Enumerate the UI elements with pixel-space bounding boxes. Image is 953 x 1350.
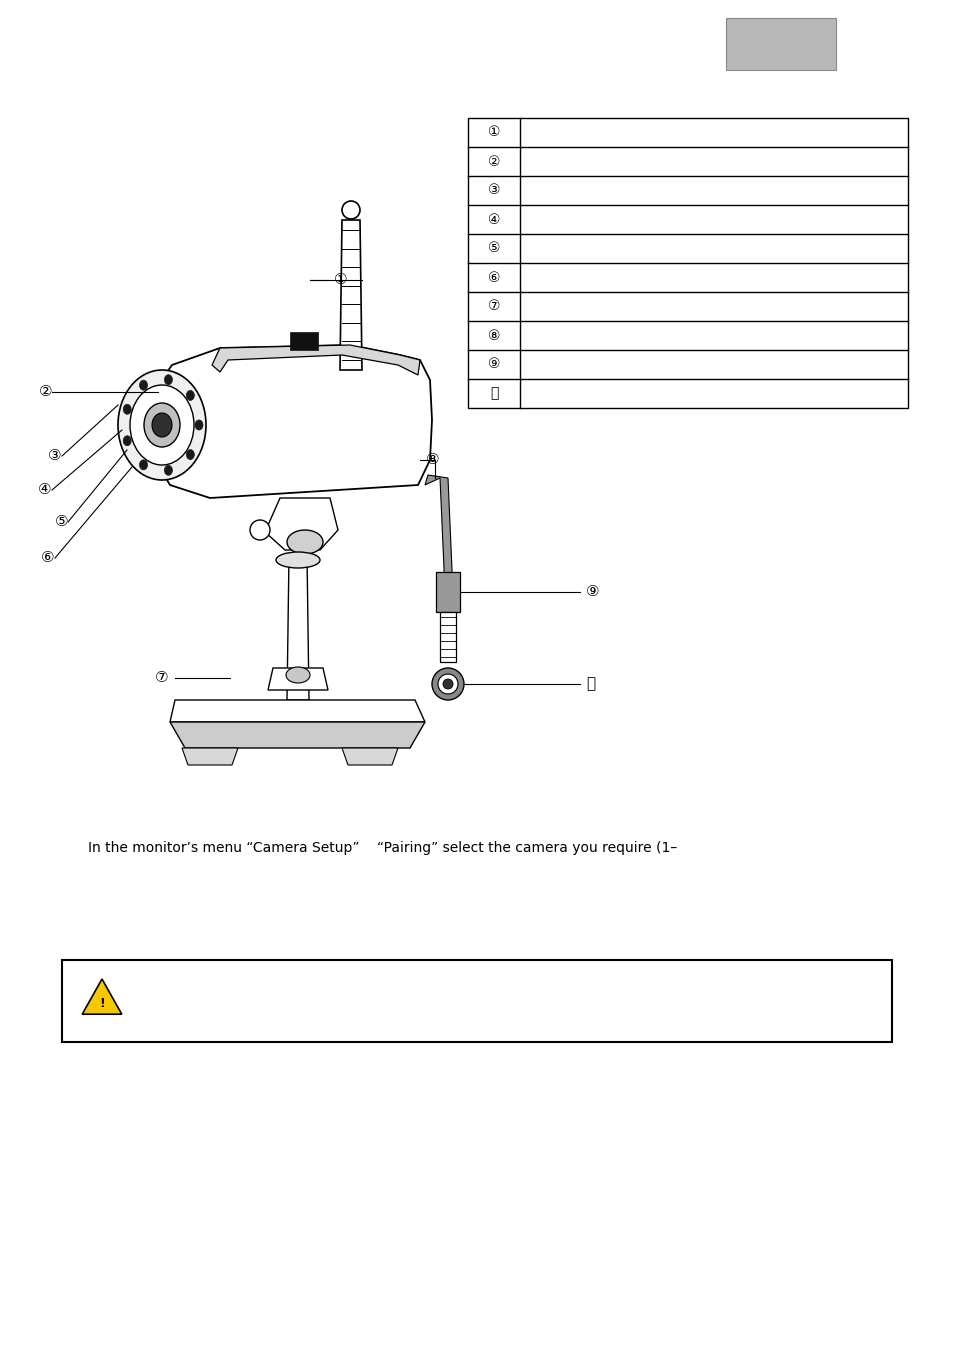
- Text: ⑦: ⑦: [487, 300, 499, 313]
- Polygon shape: [182, 748, 237, 765]
- Bar: [436, 572, 459, 612]
- Polygon shape: [268, 668, 328, 690]
- Polygon shape: [170, 722, 424, 748]
- Text: ⑤: ⑤: [55, 514, 69, 529]
- Text: ⑪: ⑪: [585, 676, 595, 691]
- Ellipse shape: [144, 404, 180, 447]
- Text: ②: ②: [39, 385, 52, 400]
- Ellipse shape: [437, 674, 457, 694]
- Ellipse shape: [118, 370, 206, 481]
- Ellipse shape: [164, 375, 172, 385]
- Text: ②: ②: [487, 154, 499, 169]
- Polygon shape: [339, 220, 361, 370]
- Ellipse shape: [250, 520, 270, 540]
- Text: In the monitor’s menu “Camera Setup”    “Pairing” select the camera you require : In the monitor’s menu “Camera Setup” “Pa…: [88, 841, 677, 855]
- Ellipse shape: [152, 413, 172, 437]
- Ellipse shape: [194, 420, 203, 431]
- Text: ⑧: ⑧: [487, 328, 499, 343]
- Ellipse shape: [164, 466, 172, 475]
- Polygon shape: [287, 555, 309, 701]
- Text: ③: ③: [49, 448, 62, 463]
- Polygon shape: [265, 498, 337, 549]
- Ellipse shape: [287, 531, 323, 554]
- Ellipse shape: [123, 436, 132, 446]
- Ellipse shape: [186, 390, 194, 401]
- Text: ⑦: ⑦: [154, 671, 168, 686]
- Text: ⑧: ⑧: [426, 452, 439, 467]
- Bar: [725, 18, 835, 70]
- Ellipse shape: [275, 552, 319, 568]
- Text: ⑥: ⑥: [41, 551, 54, 566]
- Bar: [468, 117, 907, 408]
- Text: ①: ①: [334, 273, 347, 288]
- Bar: [439, 612, 456, 662]
- Polygon shape: [424, 475, 452, 630]
- Bar: [62, 960, 891, 1042]
- Text: ⑪: ⑪: [489, 386, 497, 401]
- Text: ⑥: ⑥: [487, 270, 499, 285]
- Text: ⑤: ⑤: [487, 242, 499, 255]
- Text: ③: ③: [487, 184, 499, 197]
- Ellipse shape: [432, 668, 463, 701]
- Polygon shape: [158, 346, 432, 498]
- Polygon shape: [212, 346, 419, 375]
- Text: !: !: [99, 996, 105, 1010]
- Text: ④: ④: [487, 212, 499, 227]
- Bar: [290, 332, 317, 350]
- Text: ⑨: ⑨: [585, 585, 599, 599]
- Polygon shape: [341, 748, 397, 765]
- Polygon shape: [82, 979, 122, 1014]
- Text: ①: ①: [487, 126, 499, 139]
- Ellipse shape: [123, 404, 132, 414]
- Text: ④: ④: [38, 482, 51, 498]
- Text: ⑨: ⑨: [487, 358, 499, 371]
- Ellipse shape: [341, 201, 359, 219]
- Ellipse shape: [139, 381, 148, 390]
- Polygon shape: [170, 701, 424, 722]
- Ellipse shape: [286, 667, 310, 683]
- Ellipse shape: [186, 450, 194, 459]
- Ellipse shape: [442, 679, 453, 688]
- Ellipse shape: [139, 460, 148, 470]
- Ellipse shape: [130, 385, 193, 464]
